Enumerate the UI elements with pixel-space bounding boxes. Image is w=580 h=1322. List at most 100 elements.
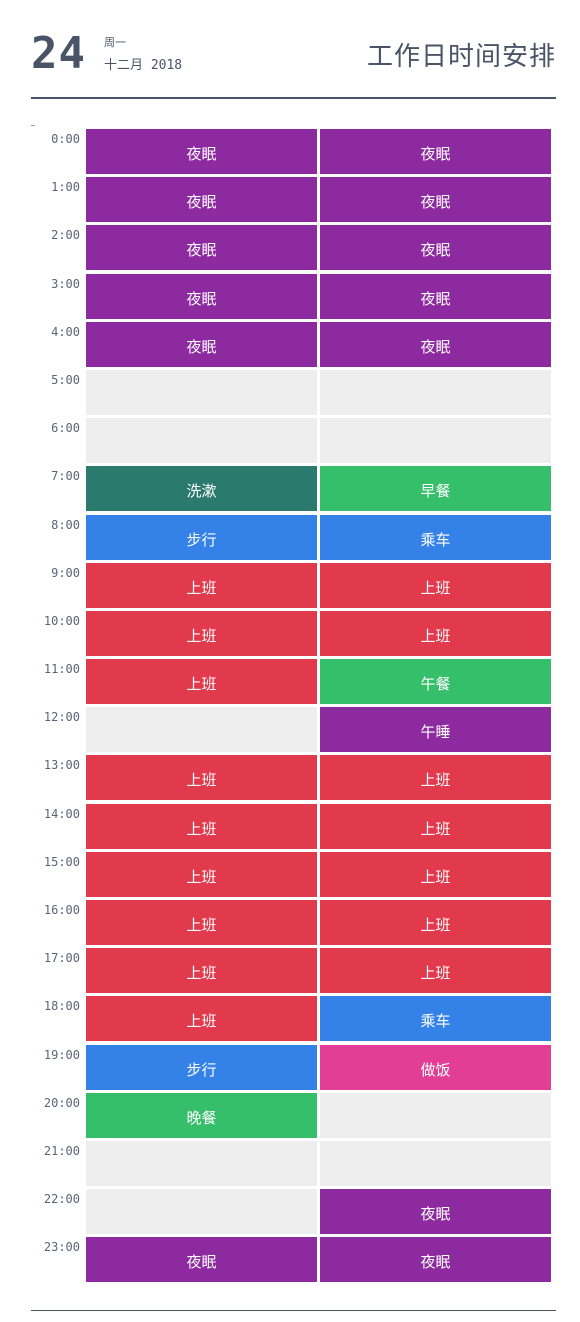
activity-label: 上班 <box>186 819 217 838</box>
activity-cell-left: 上班 <box>86 900 317 945</box>
schedule-row: 2:00 夜眠 夜眠 <box>0 225 580 273</box>
activity-label: 洗漱 <box>186 482 217 501</box>
time-label: 21:00 <box>43 1143 80 1158</box>
time-label: 7:00 <box>51 469 80 484</box>
activity-label: 上班 <box>420 819 451 838</box>
activity-label: 乘车 <box>420 530 451 549</box>
activity-cell-left <box>86 418 317 464</box>
schedule-grid: 0:00 夜眠 夜眠 1:00 夜眠 夜眠 2:00 夜眠 夜眠 3:00 夜眠 夜眠 4:00 夜眠 夜眠… <box>0 129 580 1286</box>
activity-cell-left: 步行 <box>86 1044 317 1090</box>
time-label: 13:00 <box>43 758 80 773</box>
activity-cell-left: 上班 <box>86 996 317 1042</box>
activity-cell-right <box>320 418 551 464</box>
page-title: 工作日时间安排 <box>366 42 556 72</box>
activity-label: 上班 <box>420 867 451 886</box>
activity-label: 步行 <box>186 1060 217 1079</box>
schedule-row: 0:00 夜眠 夜眠 <box>0 129 580 177</box>
time-label: 2:00 <box>51 228 80 243</box>
schedule-row: 12:00 午睡 <box>0 707 580 755</box>
header: 24 周一 十二月 2018 工作日时间安排 <box>0 0 580 100</box>
time-label: 5:00 <box>51 372 80 387</box>
activity-label: 上班 <box>420 626 451 645</box>
schedule-row: 7:00 洗漱 早餐 <box>0 466 580 514</box>
activity-label: 上班 <box>186 867 217 886</box>
schedule-row: 1:00 夜眠 夜眠 <box>0 177 580 225</box>
activity-label: 上班 <box>186 964 217 983</box>
schedule-row: 8:00 步行 乘车 <box>0 514 580 563</box>
activity-label: 夜眠 <box>420 241 451 260</box>
activity-cell-left: 夜眠 <box>86 129 317 174</box>
activity-label: 夜眠 <box>186 337 217 356</box>
schedule-row: 9:00 上班 上班 <box>0 562 580 611</box>
time-label: 14:00 <box>43 806 80 821</box>
schedule-row: 16:00 上班 上班 <box>0 900 580 948</box>
activity-cell-left <box>86 369 317 415</box>
schedule-row: 6:00 <box>0 418 580 466</box>
activity-label: 夜眠 <box>186 241 217 260</box>
activity-cell-left: 夜眠 <box>86 273 317 319</box>
activity-label: 上班 <box>186 1012 217 1031</box>
activity-cell-right <box>320 1092 551 1138</box>
activity-cell-left: 洗漱 <box>86 466 317 512</box>
activity-label: 上班 <box>420 771 451 790</box>
activity-cell-left: 上班 <box>86 610 317 656</box>
activity-cell-right: 夜眠 <box>320 177 551 223</box>
time-label: 1:00 <box>51 180 80 195</box>
activity-label: 上班 <box>186 916 217 934</box>
activity-label: 夜眠 <box>186 289 217 308</box>
time-label: 17:00 <box>43 951 80 966</box>
activity-cell-left <box>86 707 317 753</box>
activity-cell-right: 上班 <box>320 562 551 608</box>
schedule-row: 15:00 上班 上班 <box>0 851 580 900</box>
activity-cell-right: 上班 <box>320 803 551 849</box>
activity-label: 乘车 <box>420 1012 451 1031</box>
activity-cell-left: 上班 <box>86 659 317 705</box>
schedule-row: 20:00 晚餐 <box>0 1092 580 1141</box>
activity-cell-right: 夜眠 <box>320 225 551 271</box>
activity-cell-left <box>86 1140 317 1186</box>
schedule-row: 5:00 <box>0 369 580 418</box>
activity-cell-left: 夜眠 <box>86 225 317 271</box>
activity-cell-right: 夜眠 <box>320 1237 551 1283</box>
activity-cell-right: 上班 <box>320 610 551 656</box>
schedule-row: 21:00 <box>0 1140 580 1189</box>
activity-label: 夜眠 <box>420 193 451 212</box>
activity-cell-right: 乘车 <box>320 996 551 1042</box>
activity-cell-right: 乘车 <box>320 514 551 560</box>
activity-cell-right: 午餐 <box>320 659 551 705</box>
activity-cell-right: 上班 <box>320 755 551 801</box>
time-label: 18:00 <box>43 999 80 1014</box>
activity-label: 上班 <box>186 626 217 645</box>
header-divider <box>31 97 556 99</box>
month-year-label: 十二月 2018 <box>104 58 183 73</box>
activity-label: 步行 <box>186 530 217 549</box>
activity-label: 夜眠 <box>420 1253 451 1272</box>
activity-cell-right: 做饭 <box>320 1044 551 1090</box>
schedule-row: 4:00 夜眠 夜眠 <box>0 321 580 370</box>
activity-label: 早餐 <box>420 482 451 501</box>
time-label: 0:00 <box>51 132 80 146</box>
activity-label: 夜眠 <box>420 289 451 308</box>
time-label: 16:00 <box>43 903 80 917</box>
activity-cell-right: 上班 <box>320 948 551 994</box>
time-label: 4:00 <box>51 324 80 339</box>
activity-label: 夜眠 <box>420 337 451 356</box>
activity-cell-right: 上班 <box>320 900 551 945</box>
activity-cell-left: 夜眠 <box>86 1237 317 1283</box>
activity-cell-right: 夜眠 <box>320 273 551 319</box>
activity-cell-right: 午睡 <box>320 707 551 753</box>
activity-cell-left: 晚餐 <box>86 1092 317 1138</box>
schedule-row: 23:00 夜眠 夜眠 <box>0 1237 580 1285</box>
time-label: 23:00 <box>43 1240 80 1255</box>
footer-divider <box>31 1310 556 1311</box>
activity-label: 夜眠 <box>186 193 217 212</box>
activity-label: 午睡 <box>420 723 451 742</box>
schedule-row: 11:00 上班 午餐 <box>0 659 580 707</box>
activity-label: 夜眠 <box>186 145 217 163</box>
activity-cell-left: 上班 <box>86 755 317 801</box>
activity-label: 上班 <box>420 964 451 983</box>
schedule-row: 13:00 上班 上班 <box>0 755 580 803</box>
activity-cell-right: 夜眠 <box>320 321 551 367</box>
schedule-row: 14:00 上班 上班 <box>0 803 580 852</box>
activity-cell-right <box>320 1140 551 1186</box>
